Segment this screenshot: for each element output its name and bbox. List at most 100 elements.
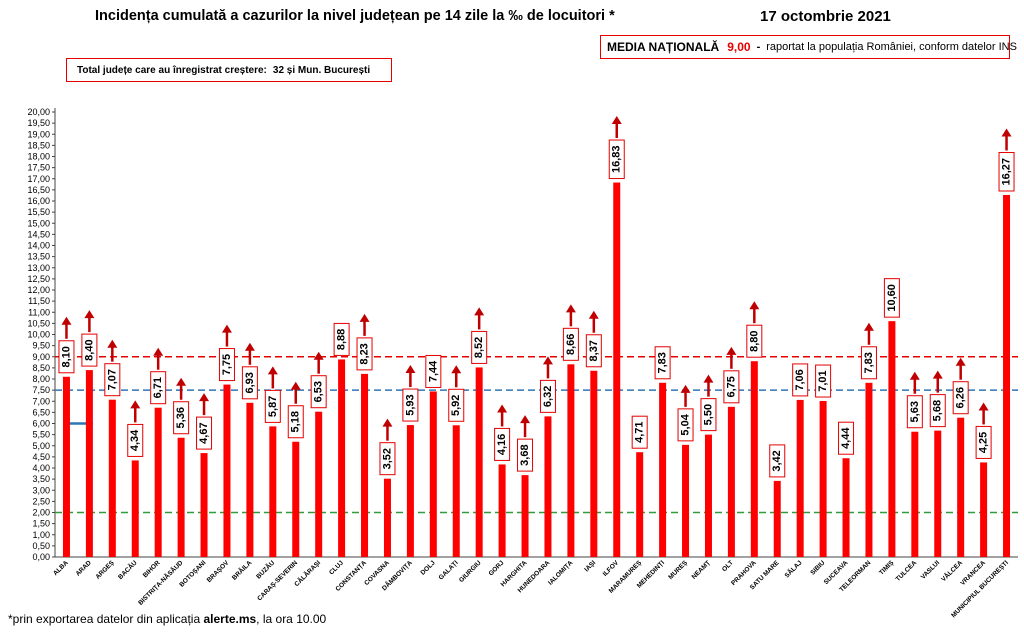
category-label: GALAȚI — [438, 559, 460, 581]
bar — [1003, 194, 1011, 557]
bar — [773, 480, 781, 557]
bar — [62, 376, 70, 557]
value-label: 4,67 — [198, 422, 210, 443]
category-label: BUZĂU — [254, 558, 277, 581]
value-label: 7,83 — [657, 352, 669, 373]
bar — [315, 411, 323, 557]
value-label-box — [127, 423, 144, 457]
value-label-box — [310, 375, 327, 409]
value-label-box — [998, 151, 1015, 192]
y-tick-label: 17,50 — [27, 163, 50, 173]
rising-arrow-head — [61, 316, 72, 325]
bar — [131, 460, 139, 557]
bar — [636, 452, 644, 557]
rising-arrow-head — [313, 351, 324, 360]
value-label-box — [585, 334, 602, 368]
value-label-box — [241, 366, 258, 400]
bar — [154, 407, 162, 557]
value-label: 5,68 — [932, 400, 944, 421]
rising-arrow-head — [955, 357, 966, 366]
y-tick-label: 2,00 — [32, 508, 50, 518]
value-label: 6,53 — [313, 381, 325, 402]
value-label-box — [471, 330, 488, 364]
category-label: OLT — [721, 559, 735, 573]
y-tick-label: 6,00 — [32, 419, 50, 429]
bar — [452, 425, 460, 557]
y-tick-label: 6,50 — [32, 407, 50, 417]
value-label-box — [218, 348, 235, 382]
y-tick-label: 17,00 — [27, 174, 50, 184]
rising-arrow-head — [107, 339, 118, 348]
bar — [750, 361, 758, 557]
value-label: 7,06 — [794, 369, 806, 390]
value-label-box — [746, 324, 763, 358]
national-average-label: MEDIA NAȚIONALĂ — [607, 40, 720, 54]
value-label: 6,32 — [542, 386, 554, 407]
value-label-box — [952, 381, 969, 415]
value-label: 5,36 — [175, 407, 187, 428]
bar — [865, 382, 873, 557]
bar — [796, 399, 804, 557]
category-label: BRĂILA — [230, 558, 254, 582]
y-tick-label: 2,50 — [32, 496, 50, 506]
y-tick-label: 11,00 — [28, 307, 50, 317]
y-tick-label: 20,00 — [27, 107, 50, 117]
value-label-box — [264, 389, 281, 423]
rising-arrow-head — [244, 342, 255, 351]
category-label: TULCEA — [895, 559, 919, 583]
value-label-box — [196, 416, 213, 450]
national-average-separator: - — [756, 41, 761, 53]
bar — [842, 458, 850, 557]
bar — [406, 425, 414, 557]
bar — [888, 321, 896, 557]
bar — [521, 475, 529, 557]
y-tick-label: 15,00 — [27, 218, 50, 228]
value-label: 5,04 — [680, 413, 692, 435]
bar — [704, 434, 712, 557]
y-tick-label: 11,50 — [28, 296, 50, 306]
category-label: VÂLCEA — [939, 558, 964, 583]
value-label: 8,23 — [359, 343, 371, 364]
y-tick-label: 19,50 — [27, 118, 50, 128]
value-label-box — [883, 278, 900, 318]
y-tick-label: 8,50 — [32, 363, 50, 373]
y-tick-label: 1,50 — [32, 519, 50, 529]
rising-arrow-head — [749, 301, 760, 310]
category-label: ARGEȘ — [94, 559, 116, 581]
rising-arrow-head — [520, 415, 531, 424]
y-tick-label: 14,00 — [27, 241, 50, 251]
y-tick-label: 14,50 — [27, 229, 50, 239]
footnote-prefix: *prin exportarea datelor din aplicația — [8, 612, 201, 626]
value-label: 5,18 — [290, 411, 302, 432]
bar — [590, 370, 598, 557]
category-label: ILFOV — [602, 559, 621, 578]
value-label-box — [677, 408, 694, 442]
rising-counties-value: 32 și Mun. București — [272, 64, 371, 76]
rising-arrow-head — [863, 322, 874, 331]
national-average-note: raportat la populația României, conform … — [766, 41, 1017, 53]
y-tick-label: 15,50 — [27, 207, 50, 217]
value-label: 5,50 — [702, 404, 714, 425]
bar — [934, 430, 942, 557]
value-label: 5,92 — [450, 395, 462, 416]
y-tick-label: 10,50 — [27, 318, 50, 328]
bar — [498, 464, 506, 557]
rising-arrow-head — [405, 365, 416, 374]
value-label-box — [104, 363, 121, 397]
rising-arrow-head — [1001, 128, 1012, 137]
rising-arrow-head — [176, 377, 187, 386]
bar — [957, 417, 965, 557]
category-label: SIBIU — [809, 559, 826, 576]
value-label-box — [608, 139, 625, 180]
value-label: 6,93 — [244, 372, 256, 393]
bar — [223, 384, 231, 557]
bar — [819, 401, 827, 557]
value-label: 8,88 — [336, 329, 348, 350]
y-tick-label: 3,50 — [32, 474, 50, 484]
bar — [383, 478, 391, 557]
value-label: 3,52 — [381, 448, 393, 469]
value-label-box — [58, 340, 75, 374]
value-label-box — [150, 371, 167, 405]
rising-arrow-head — [221, 324, 232, 333]
bar — [980, 462, 988, 557]
